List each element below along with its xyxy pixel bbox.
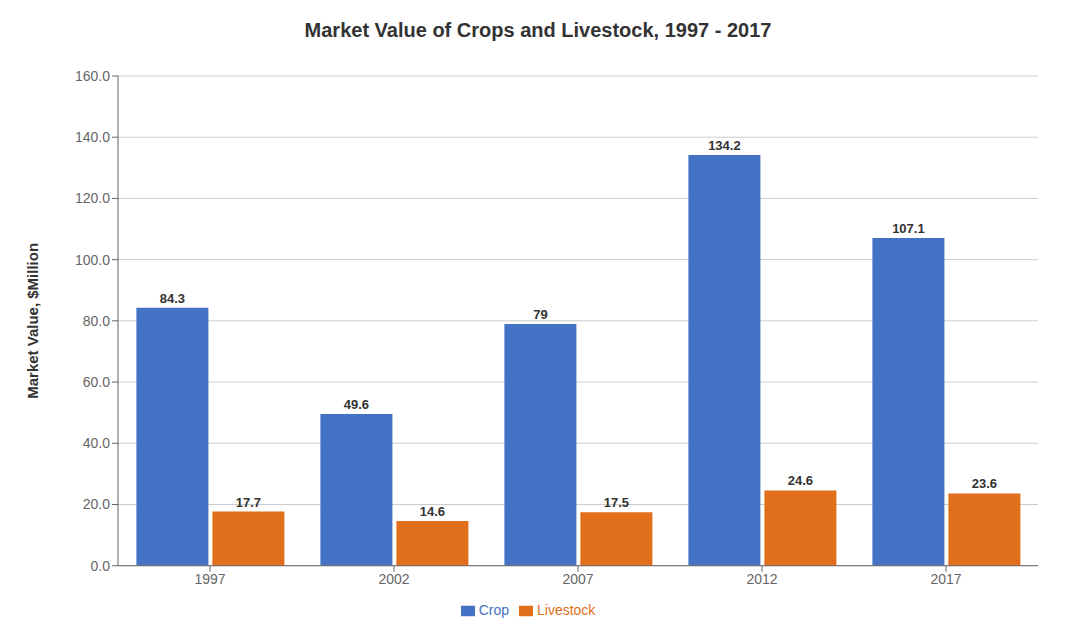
svg-text:2002: 2002	[378, 571, 409, 587]
html-text:Livestock: Livestock	[537, 601, 596, 618]
svg-text:134.2: 134.2	[708, 138, 741, 153]
svg-text:100.0: 100.0	[75, 252, 110, 268]
svg-text:160.0: 160.0	[75, 68, 110, 84]
html-text:Market Value of Crops and Live: Market Value of Crops and Livestock, 199…	[304, 19, 772, 41]
svg-text:2017: 2017	[930, 571, 961, 587]
svg-text:49.6: 49.6	[344, 397, 369, 412]
svg-text:60.0: 60.0	[83, 374, 110, 390]
svg-text:2012: 2012	[746, 571, 777, 587]
svg-text:79: 79	[533, 307, 547, 322]
svg-text:120.0: 120.0	[75, 190, 110, 206]
svg-text:1997: 1997	[194, 571, 225, 587]
svg-text:107.1: 107.1	[892, 221, 925, 236]
svg-text:Market Value, $Million: Market Value, $Million	[24, 243, 41, 399]
svg-text:84.3: 84.3	[160, 291, 185, 306]
svg-text:40.0: 40.0	[83, 435, 110, 451]
svg-text:2007: 2007	[562, 571, 593, 587]
svg-text:80.0: 80.0	[83, 313, 110, 329]
svg-text:140.0: 140.0	[75, 129, 110, 145]
html-text:Crop: Crop	[478, 601, 509, 618]
svg-text:24.6: 24.6	[788, 473, 813, 488]
svg-text:20.0: 20.0	[83, 496, 110, 512]
svg-text:23.6: 23.6	[972, 476, 997, 491]
svg-text:17.5: 17.5	[604, 495, 629, 510]
svg-text:14.6: 14.6	[420, 504, 445, 519]
svg-text:0.0: 0.0	[91, 558, 111, 574]
svg-text:17.7: 17.7	[236, 495, 261, 510]
